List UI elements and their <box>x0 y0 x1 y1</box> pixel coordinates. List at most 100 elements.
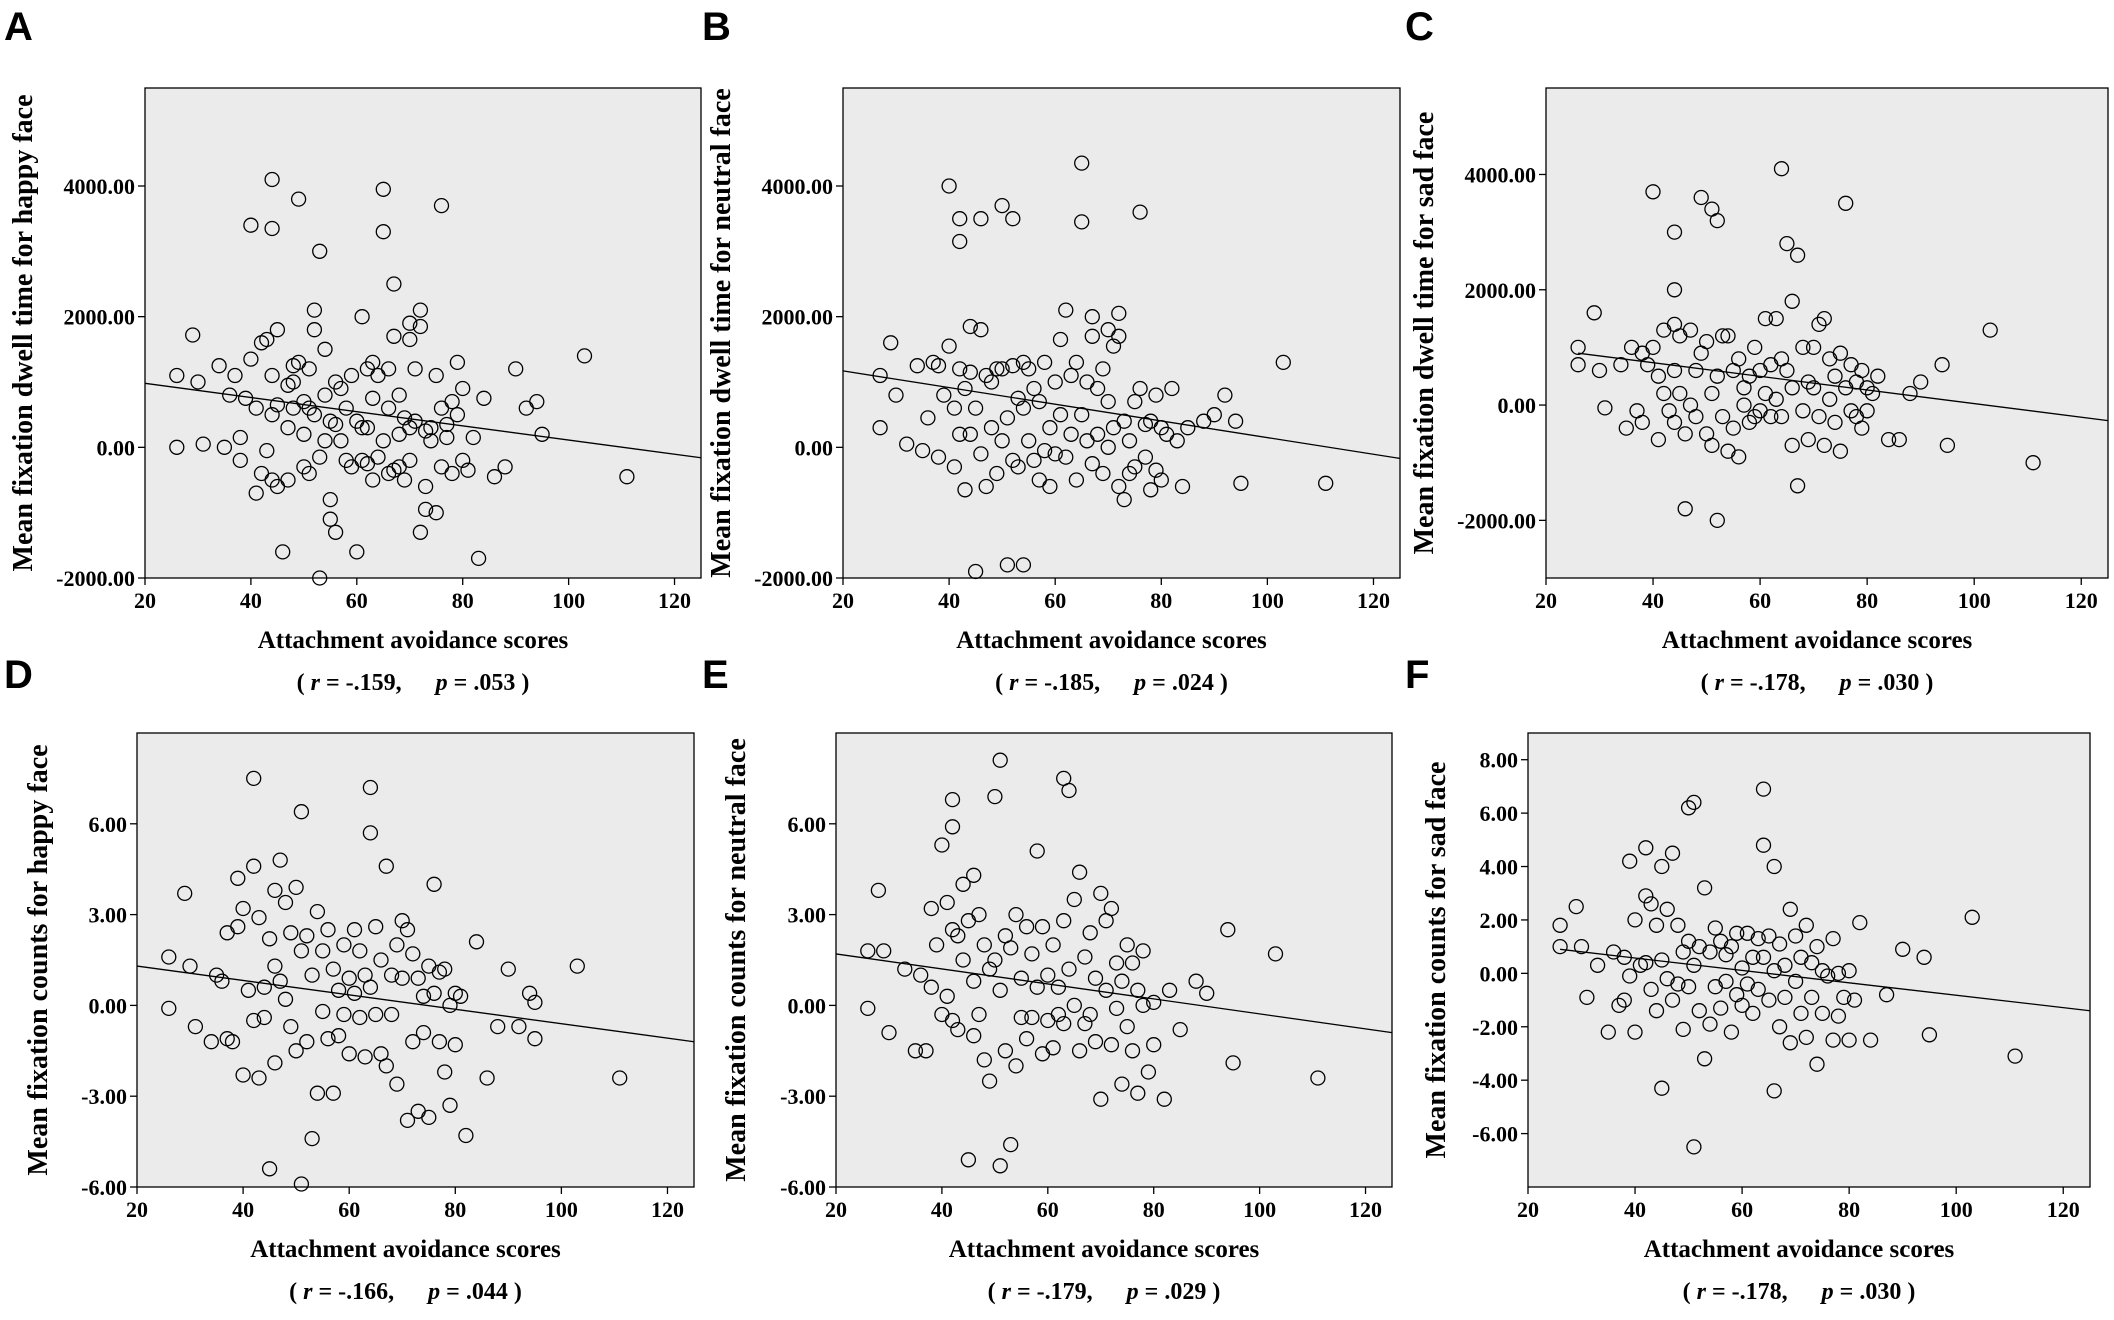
data-point <box>1773 161 1790 177</box>
data-point <box>362 779 379 796</box>
data-point <box>1103 1037 1120 1053</box>
fit-line <box>835 953 1393 1034</box>
y-tick-label: 0.00 <box>1498 393 1537 418</box>
data-point <box>288 1043 304 1059</box>
data-point <box>203 1034 219 1050</box>
panel-letter: D <box>4 653 33 697</box>
data-point <box>373 952 389 968</box>
data-point <box>1825 1032 1841 1048</box>
data-point <box>346 922 363 938</box>
y-tick-label: 4.00 <box>1480 855 1519 880</box>
data-point <box>412 524 429 540</box>
data-point <box>1805 339 1822 356</box>
data-point <box>338 400 354 416</box>
data-point <box>936 387 952 403</box>
data-point <box>277 991 294 1007</box>
data-point <box>973 211 989 227</box>
data-point <box>251 909 267 926</box>
data-point <box>1811 316 1827 333</box>
data-point <box>511 1018 527 1035</box>
y-tick-label: 4000.00 <box>1465 162 1537 187</box>
data-point <box>1111 305 1127 322</box>
data-point <box>939 894 955 911</box>
data-point <box>1066 997 1082 1014</box>
y-axis-title: Mean fixation dwell time for sad face <box>1409 112 1440 555</box>
data-point <box>343 367 360 384</box>
data-point <box>1161 982 1178 998</box>
data-point <box>1714 408 1731 425</box>
data-point <box>375 181 391 197</box>
data-point <box>1579 989 1595 1006</box>
data-point <box>1854 362 1870 379</box>
data-point <box>1814 963 1831 979</box>
data-point <box>1089 380 1106 397</box>
data-point <box>431 1034 448 1050</box>
data-point <box>375 433 391 449</box>
data-point <box>955 952 971 968</box>
data-point <box>1650 431 1667 448</box>
data-point <box>1111 328 1127 344</box>
fit-line <box>144 382 702 459</box>
data-point <box>1573 938 1590 955</box>
data-point <box>1686 1139 1702 1155</box>
data-point <box>1627 1024 1643 1040</box>
data-point <box>992 982 1008 998</box>
x-tick-label: 120 <box>2065 588 2098 613</box>
data-point <box>259 442 275 459</box>
y-tick-label: -6.00 <box>1472 1122 1518 1147</box>
data-point <box>362 979 379 995</box>
data-point <box>251 1070 267 1086</box>
data-point <box>897 961 913 977</box>
data-point <box>1116 413 1132 429</box>
data-point <box>976 937 992 953</box>
data-point <box>1698 333 1715 350</box>
data-point <box>527 1031 543 1047</box>
data-point <box>1174 478 1191 495</box>
data-point <box>1146 1037 1162 1053</box>
data-point <box>341 1046 357 1062</box>
data-point <box>470 550 487 567</box>
data-point <box>394 970 410 986</box>
data-point <box>1664 845 1681 861</box>
plot-area <box>835 732 1393 1188</box>
data-point <box>417 478 434 495</box>
data-point <box>1013 1009 1029 1026</box>
data-point <box>1206 407 1222 423</box>
y-tick-label: 2000.00 <box>762 305 834 330</box>
data-point <box>399 922 416 938</box>
data-point <box>521 985 538 1001</box>
data-point <box>946 459 963 475</box>
data-point <box>950 1021 966 1038</box>
data-point <box>1018 919 1035 935</box>
data-point <box>1010 459 1026 475</box>
data-point <box>1127 459 1143 475</box>
data-point <box>1024 946 1040 962</box>
data-point <box>368 919 384 935</box>
data-point <box>1119 1018 1135 1035</box>
data-point <box>1063 426 1079 442</box>
data-point <box>971 906 987 923</box>
data-point <box>1854 420 1870 436</box>
data-point <box>375 224 391 240</box>
data-point <box>269 397 286 413</box>
y-tick-label: 0.00 <box>1480 961 1519 986</box>
x-tick-label: 100 <box>1940 1197 1973 1222</box>
data-point <box>330 1028 347 1044</box>
data-point <box>1045 937 1061 953</box>
data-point <box>1830 965 1847 982</box>
data-point <box>994 361 1010 377</box>
correlation-stat: ( r = -.178, p = .030 ) <box>1701 670 1934 696</box>
data-point <box>1809 938 1825 955</box>
data-point <box>1809 1056 1825 1072</box>
data-point <box>1172 1021 1188 1038</box>
data-point <box>232 429 248 446</box>
data-point <box>330 982 347 998</box>
data-point <box>333 380 349 397</box>
data-point <box>246 770 262 787</box>
data-point <box>1731 351 1747 367</box>
data-point <box>259 331 275 348</box>
data-point <box>999 557 1016 573</box>
x-tick-label: 20 <box>134 588 156 613</box>
data-point <box>1734 997 1750 1014</box>
panel-letter: E <box>702 653 729 697</box>
